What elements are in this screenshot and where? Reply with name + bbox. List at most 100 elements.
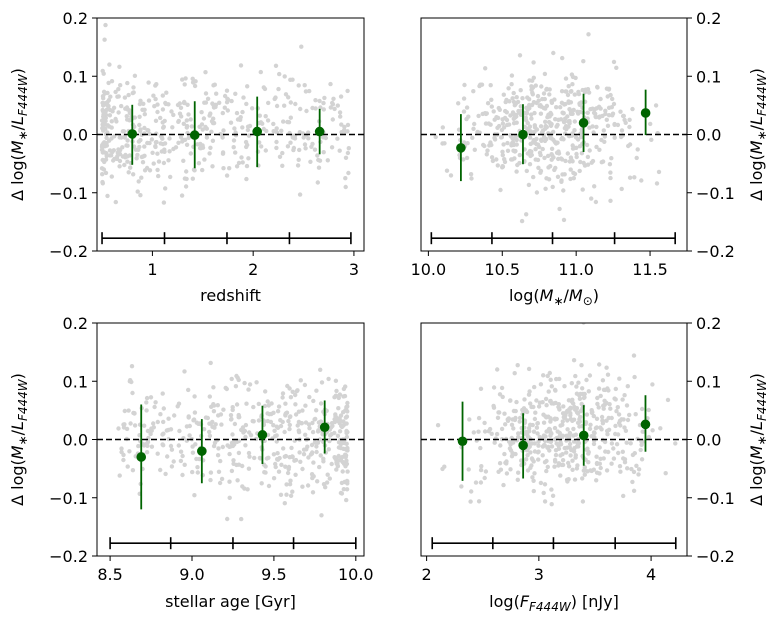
scatter-point — [205, 415, 210, 421]
scatter-point — [598, 465, 603, 471]
scatter-point — [321, 107, 326, 112]
scatter-point — [543, 438, 548, 444]
scatter-point — [231, 138, 237, 143]
y-tick-label: 0.1 — [63, 372, 88, 391]
scatter-point — [616, 412, 622, 417]
scatter-point — [118, 83, 123, 88]
scatter-point — [509, 73, 515, 78]
scatter-point — [266, 100, 271, 106]
scatter-point — [102, 37, 107, 42]
scatter-point — [549, 444, 555, 449]
scatter-point — [125, 107, 131, 112]
scatter-point — [216, 469, 222, 474]
scatter-point — [254, 380, 259, 385]
x-tick-label: 9.0 — [179, 565, 204, 584]
scatter-point — [628, 441, 633, 446]
scatter-point — [310, 473, 315, 478]
scatter-point — [132, 73, 138, 79]
scatter-point — [598, 456, 603, 461]
scatter-point — [130, 468, 136, 473]
scatter-point — [288, 115, 293, 120]
scatter-point — [250, 418, 255, 424]
scatter-point — [207, 113, 212, 118]
scatter-point — [229, 98, 234, 104]
scatter-point — [571, 426, 576, 432]
scatter-point — [343, 155, 349, 160]
scatter-point — [528, 422, 533, 427]
binned-median-marker — [457, 436, 468, 447]
scatter-point — [207, 433, 213, 438]
scatter-point — [538, 170, 543, 175]
scatter-point — [195, 470, 200, 475]
scatter-point — [282, 429, 287, 435]
scatter-point — [240, 463, 245, 469]
y-axis-label-age: Δ log(M∗/LF444W) — [8, 373, 30, 506]
scatter-point — [533, 147, 538, 152]
scatter-point — [557, 430, 562, 436]
scatter-point — [509, 82, 514, 87]
scatter-point — [214, 91, 219, 96]
x-tick-label: 10.5 — [484, 260, 520, 279]
scatter-point — [334, 388, 339, 394]
scatter-point — [605, 123, 611, 128]
scatter-point — [586, 449, 591, 455]
scatter-point — [316, 420, 322, 425]
scatter-point — [654, 181, 660, 186]
scatter-point — [106, 80, 111, 86]
scatter-point — [233, 384, 239, 389]
scatter-point — [202, 100, 207, 105]
scatter-point — [332, 455, 338, 460]
scatter-point — [190, 76, 195, 82]
scatter-point — [316, 428, 321, 433]
scatter-point — [203, 91, 209, 96]
scatter-point — [602, 139, 607, 144]
binned-median-marker — [197, 446, 207, 456]
scatter-point — [161, 406, 166, 411]
scatter-point — [136, 443, 141, 449]
scatter-point — [207, 429, 212, 435]
scatter-points-age — [116, 360, 350, 522]
scatter-point — [486, 429, 491, 434]
scatter-point — [602, 387, 608, 393]
scatter-point — [327, 438, 332, 444]
scatter-point — [565, 151, 570, 156]
scatter-point — [343, 454, 348, 460]
scatter-point — [149, 428, 154, 433]
scatter-point — [615, 405, 620, 410]
scatter-point — [558, 473, 563, 478]
scatter-point — [598, 393, 603, 399]
scatter-point — [560, 462, 566, 468]
scatter-point — [190, 176, 195, 181]
scatter-point — [512, 417, 518, 423]
scatter-point — [566, 460, 571, 466]
scatter-point — [518, 88, 523, 93]
scatter-point — [158, 141, 163, 146]
scatter-point — [549, 146, 555, 151]
scatter-point — [243, 422, 249, 428]
scatter-point — [556, 117, 561, 123]
scatter-point — [539, 138, 544, 143]
binned-median-marker — [518, 129, 528, 140]
scatter-point — [186, 112, 191, 117]
scatter-point — [276, 404, 282, 409]
scatter-point — [488, 140, 493, 145]
scatter-point — [233, 91, 238, 97]
scatter-point — [568, 411, 573, 416]
scatter-point — [538, 124, 544, 129]
scatter-point — [588, 107, 593, 112]
scatter-point — [511, 426, 516, 431]
scatter-point — [591, 413, 596, 419]
scatter-point — [334, 461, 339, 466]
binned-median-marker — [136, 452, 147, 462]
scatter-point — [544, 468, 549, 474]
scatter-point — [218, 458, 223, 464]
scatter-point — [266, 455, 271, 460]
scatter-point — [578, 159, 583, 165]
scatter-point — [318, 401, 324, 406]
scatter-point — [501, 125, 507, 130]
scatter-point — [561, 217, 567, 223]
scatter-point — [115, 154, 120, 159]
x-tick-label: 3 — [534, 565, 544, 584]
scatter-point — [562, 384, 567, 389]
scatter-point — [625, 384, 630, 389]
